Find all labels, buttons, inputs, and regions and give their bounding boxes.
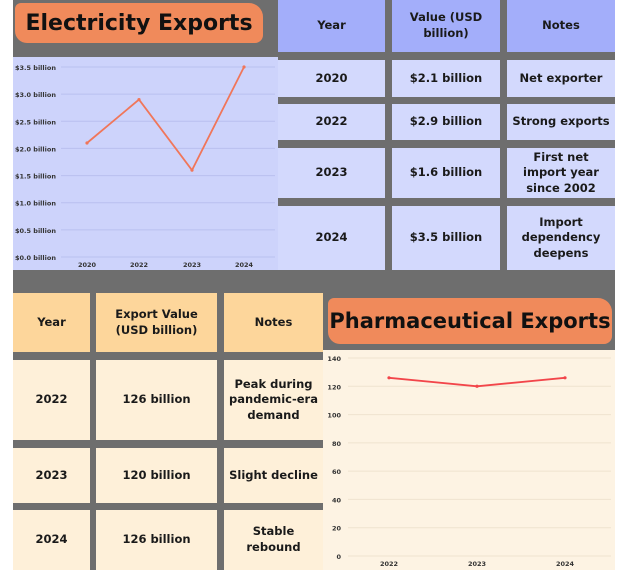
data-point: [242, 65, 246, 69]
table-cell: Slight decline: [224, 448, 323, 503]
pharma-line-chart: 0 20 40 60 80 100 120 140 2022 2023 2024: [327, 355, 611, 568]
y-tick-label: 120: [327, 383, 341, 391]
table-cell: $2.9 billion: [392, 104, 500, 140]
pharma-title: Pharmaceutical Exports: [328, 298, 612, 344]
table-cell: Stable rebound: [224, 510, 323, 570]
y-tick-label: $1.5 billion: [15, 173, 56, 181]
y-tick-label: $0.0 billion: [15, 254, 56, 262]
y-tick-label: 140: [327, 355, 341, 363]
table-header-2: Notes: [507, 0, 615, 52]
table-cell: 2023: [278, 148, 385, 198]
table-cell: Import dependency deepens: [507, 206, 615, 270]
table-cell: $1.6 billion: [392, 148, 500, 198]
data-point: [190, 168, 194, 172]
table-cell: 2023: [13, 448, 90, 503]
y-tick-label: 40: [332, 496, 342, 504]
y-tick-label: 80: [332, 440, 342, 448]
y-tick-label: $1.0 billion: [15, 200, 56, 208]
electricity-title: Electricity Exports: [15, 3, 263, 43]
table-header-2: Notes: [224, 293, 323, 352]
y-tick-label: $0.5 billion: [15, 227, 56, 235]
table-header-0: Year: [13, 293, 90, 352]
y-tick-label: 20: [332, 525, 342, 533]
electricity-chart-panel: $0.0 billion $0.5 billion $1.0 billion $1.5…: [13, 57, 278, 270]
table-cell: 2024: [278, 206, 385, 270]
x-tick-label: 2024: [235, 261, 254, 269]
data-point: [563, 376, 567, 380]
pharma-chart-panel: 0 20 40 60 80 100 120 140 2022 2023 2024: [323, 350, 615, 570]
table-cell: 120 billion: [96, 448, 217, 503]
x-tick-label: 2022: [130, 261, 148, 269]
x-tick-label: 2023: [183, 261, 201, 269]
y-tick-label: $2.5 billion: [15, 118, 56, 126]
table-cell: 2022: [278, 104, 385, 140]
y-tick-label: 100: [327, 412, 341, 420]
x-tick-label: 2024: [556, 560, 575, 568]
table-cell: 126 billion: [96, 360, 217, 440]
y-tick-label: $2.0 billion: [15, 145, 56, 153]
table-cell: Peak during pandemic-era demand: [224, 360, 323, 440]
table-header-1: Export Value (USD billion): [96, 293, 217, 352]
x-tick-label: 2023: [468, 560, 486, 568]
data-point: [475, 384, 479, 388]
y-tick-label: 0: [336, 553, 341, 561]
data-point: [387, 376, 391, 380]
table-cell: $2.1 billion: [392, 60, 500, 97]
data-point: [137, 97, 141, 102]
table-header-0: Year: [278, 0, 385, 52]
y-tick-label: $3.5 billion: [15, 64, 56, 72]
table-cell: 126 billion: [96, 510, 217, 570]
table-cell: 2022: [13, 360, 90, 440]
table-cell: $3.5 billion: [392, 206, 500, 270]
x-tick-label: 2022: [380, 560, 398, 568]
table-cell: Net exporter: [507, 60, 615, 97]
table-cell: 2024: [13, 510, 90, 570]
data-line: [86, 66, 245, 172]
table-header-1: Value (USD billion): [392, 0, 500, 52]
y-tick-label: $3.0 billion: [15, 91, 56, 99]
data-point: [85, 141, 89, 145]
table-cell: Strong exports: [507, 104, 615, 140]
table-cell: First net import year since 2002: [507, 148, 615, 198]
y-tick-label: 60: [332, 468, 342, 476]
electricity-line-chart: $0.0 billion $0.5 billion $1.0 billion $1.5…: [15, 64, 275, 269]
x-tick-label: 2020: [78, 261, 97, 269]
table-cell: 2020: [278, 60, 385, 97]
